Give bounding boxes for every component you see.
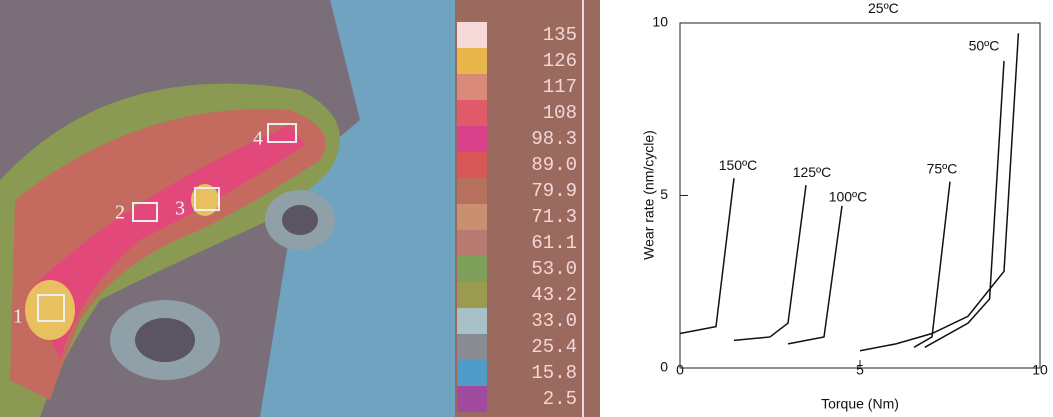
hot-spot	[25, 280, 75, 340]
scale-swatch	[457, 178, 487, 204]
series-line	[680, 178, 734, 333]
region-label: 2	[115, 202, 125, 224]
scale-swatch	[457, 100, 487, 126]
series-label: 150ºC	[719, 157, 758, 173]
wheel-hub	[135, 318, 195, 362]
scale-swatch	[457, 22, 487, 48]
scale-swatch	[457, 308, 487, 334]
x-tick-label: 10	[1032, 362, 1048, 378]
series-line	[860, 33, 1018, 350]
scale-swatch	[457, 256, 487, 282]
scale-label: 53.0	[531, 258, 577, 280]
region-label: 3	[175, 198, 185, 220]
series-label: 100ºC	[829, 189, 868, 205]
y-axis-label: Wear rate (nm/cycle)	[641, 130, 657, 260]
scale-swatch	[457, 126, 487, 152]
color-scale: 135 126 117 108 98.3 89.0 79.9 71.3 61.1 53.0 43.2…	[455, 0, 600, 417]
scale-label: 15.8	[531, 362, 577, 384]
series-label: 25ºC	[868, 0, 899, 16]
region-label: 1	[13, 306, 23, 328]
y-tick-label: 0	[660, 359, 668, 375]
series-line	[925, 61, 1004, 347]
thermal-image: 1 2 3 4	[0, 0, 455, 417]
scale-swatch	[457, 334, 487, 360]
scale-label: 108	[543, 102, 577, 124]
scale-label: 71.3	[531, 206, 577, 228]
region-label: 4	[253, 128, 263, 150]
x-tick-label: 5	[856, 362, 864, 378]
scale-label: 33.0	[531, 310, 577, 332]
scale-swatch	[457, 282, 487, 308]
y-tick-label: 5	[660, 186, 668, 202]
scale-swatch	[457, 230, 487, 256]
scale-label: 2.5	[543, 388, 577, 410]
x-tick-label: 0	[676, 362, 684, 378]
series-label: 75ºC	[927, 160, 958, 176]
scale-swatch	[457, 74, 487, 100]
scale-label: 135	[543, 24, 577, 46]
scale-label: 25.4	[531, 336, 577, 358]
scale-label: 89.0	[531, 154, 577, 176]
scale-label: 43.2	[531, 284, 577, 306]
y-tick-label: 10	[652, 14, 668, 30]
scale-label: 98.3	[531, 128, 577, 150]
series-line	[914, 182, 950, 348]
scale-label: 79.9	[531, 180, 577, 202]
scale-swatch	[457, 386, 487, 412]
scale-label: 117	[543, 76, 577, 98]
series-label: 125ºC	[793, 164, 832, 180]
wheel-hub	[282, 205, 318, 235]
series-line	[788, 206, 842, 344]
figure: 1 2 3 4 135 126 117 108 98.3 89.0 79.9 71.3 61.1 53.…	[0, 0, 1053, 417]
x-axis-label: Torque (Nm)	[821, 396, 899, 412]
series-label: 50ºC	[969, 38, 1000, 54]
scale-swatch	[457, 204, 487, 230]
scale-label: 61.1	[531, 232, 577, 254]
scale-swatch	[457, 360, 487, 386]
scale-swatch	[457, 48, 487, 74]
scale-swatch	[457, 152, 487, 178]
line-chart: Torque (Nm) Wear rate (nm/cycle) 0 5 10 0 5 1…	[641, 0, 1048, 412]
series-line	[734, 185, 806, 340]
scale-label: 126	[543, 50, 577, 72]
